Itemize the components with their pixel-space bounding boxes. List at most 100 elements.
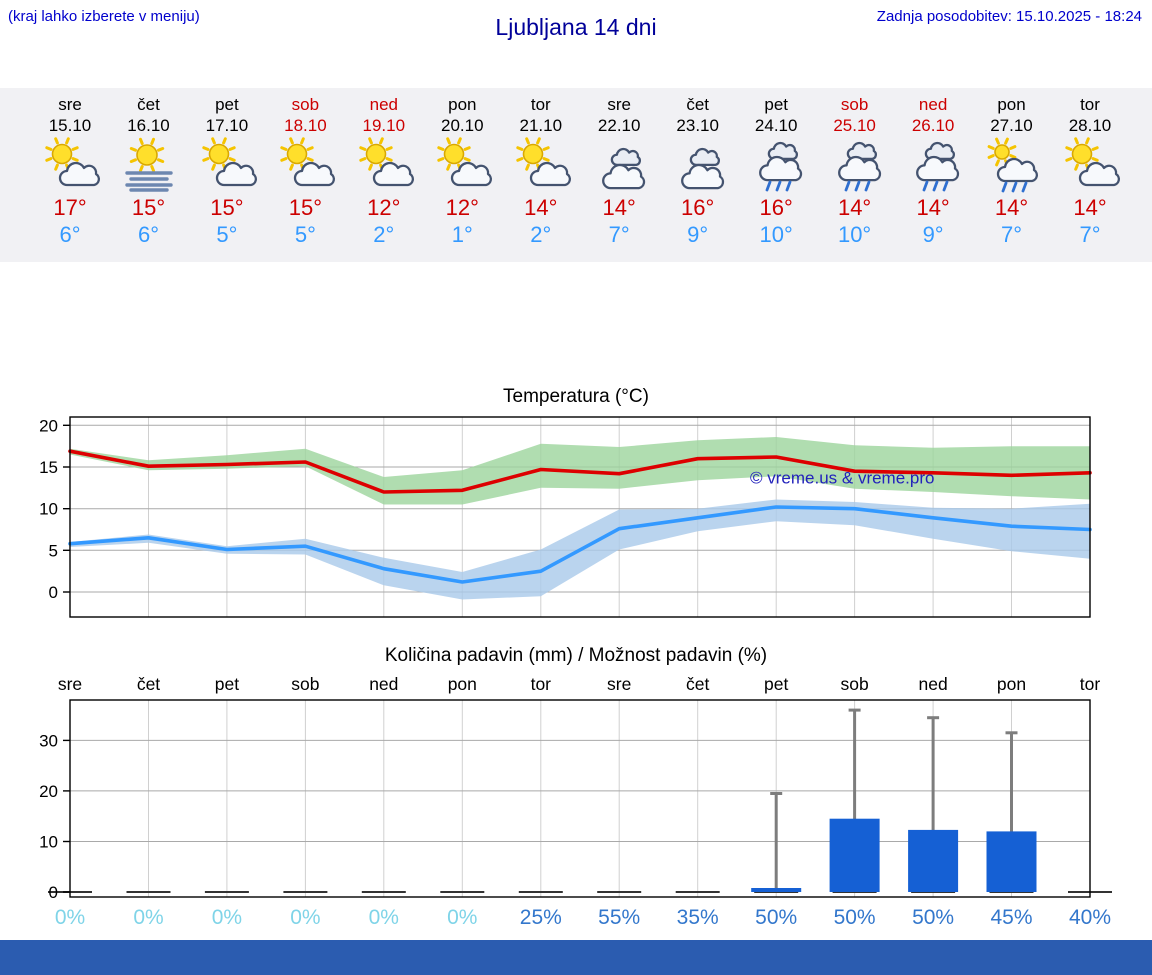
low-temp: 6° bbox=[59, 222, 81, 247]
low-temp: 9° bbox=[687, 222, 709, 247]
precip-probability: 40% bbox=[1069, 906, 1111, 929]
precip-probability: 55% bbox=[598, 906, 640, 929]
day-name: tor bbox=[530, 95, 551, 114]
weather-icon-sun-cloud bbox=[45, 137, 100, 187]
forecast-strip: sre 15.10 17° 6° čet 16.10 15° 6° pet 17.10 15° 5° s… bbox=[0, 88, 1152, 262]
day-name: pet bbox=[215, 95, 239, 114]
high-temp: 15° bbox=[131, 195, 166, 220]
day-date: 16.10 bbox=[127, 116, 170, 135]
watermark-link[interactable]: © vreme.us & vreme.pro bbox=[750, 469, 934, 488]
weather-icon-wrap bbox=[505, 137, 577, 193]
day-date: 27.10 bbox=[990, 116, 1033, 135]
temperature-chart-title: Temperatura (°C) bbox=[503, 386, 649, 407]
forecast-day-21.10: tor 21.10 14° 2° bbox=[498, 88, 584, 248]
day-date: 18.10 bbox=[284, 116, 327, 135]
forecast-day-20.10: pon 20.10 12° 1° bbox=[419, 88, 505, 248]
day-label: ned bbox=[918, 674, 947, 694]
precip-bar bbox=[986, 831, 1037, 892]
precip-probability: 25% bbox=[520, 906, 562, 929]
weather-icon-wrap bbox=[269, 137, 341, 193]
high-temp: 14° bbox=[994, 195, 1029, 220]
weather-icon-sun-fog bbox=[124, 137, 173, 192]
day-name: pon bbox=[997, 95, 1026, 114]
forecast-day-17.10: pet 17.10 15° 5° bbox=[184, 88, 270, 248]
low-temp: 5° bbox=[294, 222, 316, 247]
weather-icon-sun-cloud-rain bbox=[987, 137, 1038, 193]
low-temp: 2° bbox=[530, 222, 552, 247]
weather-icon-sun-cloud bbox=[202, 137, 257, 187]
weather-icon-wrap bbox=[740, 137, 812, 193]
weather-icon-wrap bbox=[34, 137, 106, 193]
day-label: sob bbox=[840, 674, 868, 694]
day-label: čet bbox=[137, 674, 160, 694]
high-temp: 14° bbox=[1073, 195, 1107, 220]
y-tick-label: 10 bbox=[39, 500, 58, 519]
weather-icon-wrap bbox=[976, 137, 1048, 193]
forecast-day-19.10: ned 19.10 12° 2° bbox=[341, 88, 427, 248]
forecast-day-24.10: pet 24.10 16° 10° bbox=[733, 88, 819, 248]
weather-icon-wrap bbox=[348, 137, 420, 193]
low-temp: 2° bbox=[373, 222, 395, 247]
precip-bar bbox=[908, 829, 959, 892]
weather-icon-wrap bbox=[583, 137, 655, 193]
precipitation-chart-title: Količina padavin (mm) / Možnost padavin … bbox=[384, 645, 768, 666]
y-tick-label: 20 bbox=[39, 782, 58, 801]
forecast-day-16.10: čet 16.10 15° 6° bbox=[106, 88, 192, 248]
y-tick-label: 10 bbox=[39, 833, 58, 852]
day-name: ned bbox=[918, 95, 948, 114]
day-date: 17.10 bbox=[205, 116, 249, 135]
precip-probability: 35% bbox=[677, 906, 719, 929]
day-date: 28.10 bbox=[1068, 116, 1112, 135]
day-name: ned bbox=[369, 95, 398, 114]
low-temp: 10° bbox=[759, 222, 793, 247]
day-label: tor bbox=[1080, 674, 1101, 694]
day-date: 19.10 bbox=[362, 116, 406, 135]
precip-probability: 0% bbox=[369, 906, 399, 929]
forecast-day-28.10: tor 28.10 14° 7° bbox=[1047, 88, 1133, 248]
footer-bar bbox=[0, 940, 1152, 975]
low-temp: 6° bbox=[137, 222, 160, 247]
day-date: 15.10 bbox=[48, 116, 92, 135]
high-temp: 14° bbox=[916, 195, 950, 220]
day-name: sob bbox=[291, 95, 320, 114]
day-label: sre bbox=[58, 674, 82, 694]
weather-icon-sun-cloud bbox=[1065, 137, 1120, 187]
weather-icon-wrap bbox=[819, 137, 891, 193]
high-temp: 12° bbox=[367, 195, 401, 220]
day-date: 20.10 bbox=[441, 116, 484, 135]
low-temp: 7° bbox=[1079, 222, 1101, 247]
day-label: pet bbox=[764, 674, 788, 694]
y-tick-label: 30 bbox=[39, 731, 58, 750]
y-tick-label: 0 bbox=[49, 583, 58, 602]
menu-hint: (kraj lahko izberete v meniju) bbox=[8, 8, 200, 25]
day-label: pon bbox=[448, 674, 477, 694]
weather-icon-sun-cloud bbox=[516, 137, 571, 187]
last-update-label: Zadnja posodobitev: 15.10.2025 - 18:24 bbox=[876, 8, 1142, 25]
day-name: pet bbox=[764, 95, 788, 114]
day-date: 24.10 bbox=[754, 116, 798, 135]
line-min-temp bbox=[68, 505, 1092, 584]
y-tick-label: 20 bbox=[39, 416, 58, 435]
high-temp: 12° bbox=[445, 195, 479, 220]
day-label: tor bbox=[531, 674, 552, 694]
day-label: čet bbox=[686, 674, 709, 694]
low-temp: 7° bbox=[608, 222, 630, 247]
day-name: čet bbox=[686, 95, 710, 114]
weather-icon-wrap bbox=[113, 137, 185, 193]
precipitation-chart: sre čet pet sob ned pon tor sre čet pet sob ned pon t… bbox=[39, 674, 1112, 929]
day-date: 22.10 bbox=[597, 116, 641, 135]
page-title: Ljubljana 14 dni bbox=[495, 14, 657, 40]
weather-icon-cloud bbox=[680, 147, 724, 190]
weather-icon-wrap bbox=[426, 137, 498, 193]
high-temp: 16° bbox=[681, 195, 715, 220]
weather-icon-cloud-rain bbox=[759, 141, 803, 192]
day-name: sre bbox=[607, 95, 631, 114]
day-label: sre bbox=[607, 674, 631, 694]
high-temp: 16° bbox=[759, 195, 793, 220]
forecast-day-27.10: pon 27.10 14° 7° bbox=[969, 88, 1055, 248]
line-max-temp bbox=[68, 449, 1092, 494]
day-name: sob bbox=[840, 95, 869, 114]
y-tick-label: 5 bbox=[49, 541, 58, 560]
day-label: pet bbox=[215, 674, 239, 694]
